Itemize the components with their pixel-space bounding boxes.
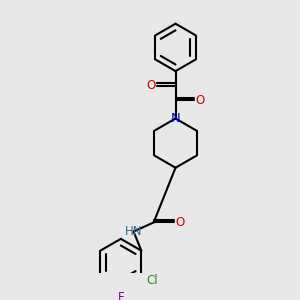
Text: N: N [171,112,180,125]
Text: O: O [146,79,155,92]
Text: HN: HN [125,225,142,238]
Text: O: O [196,94,205,107]
Text: O: O [176,216,185,229]
Text: Cl: Cl [147,274,158,287]
Text: F: F [118,291,124,300]
